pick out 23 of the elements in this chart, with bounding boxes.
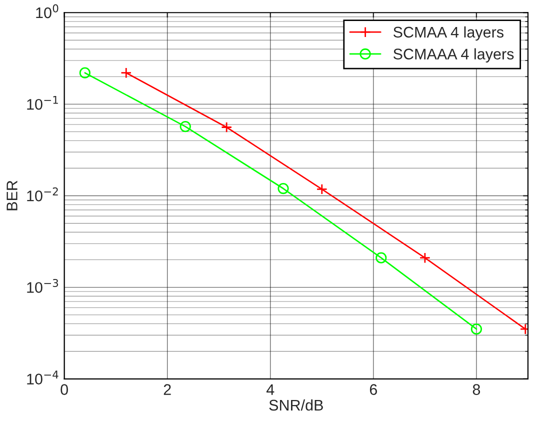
legend-label: SCMAAA 4 layers	[393, 48, 514, 62]
y-axis-title: BER	[6, 180, 18, 210]
point	[316, 184, 328, 195]
y-tick-label: 10$^{−1}$	[27, 96, 58, 110]
point	[278, 182, 289, 194]
x-tick-label: 0	[60, 384, 68, 395]
y-tick-label: 10$^{−2}$	[27, 187, 58, 202]
point	[79, 67, 90, 78]
x-axis-title: SNR/dB	[269, 399, 323, 411]
point	[419, 252, 430, 264]
point	[376, 252, 387, 264]
y-tick-label: 10$^{−3}$	[27, 278, 58, 293]
y-tick-label: 10$^{−4}$	[27, 370, 58, 384]
point	[470, 324, 482, 335]
point	[221, 122, 232, 133]
legend-label: SCMAA 4 layers	[393, 26, 504, 41]
point	[120, 67, 132, 78]
y-tick-label: 10$^{0}$	[36, 4, 58, 18]
x-tick-label: 8	[472, 384, 480, 395]
x-tick-label: 2	[164, 384, 171, 395]
x-tick-label: 4	[266, 384, 274, 395]
x-tick-label: 6	[370, 384, 377, 395]
point	[180, 120, 191, 132]
